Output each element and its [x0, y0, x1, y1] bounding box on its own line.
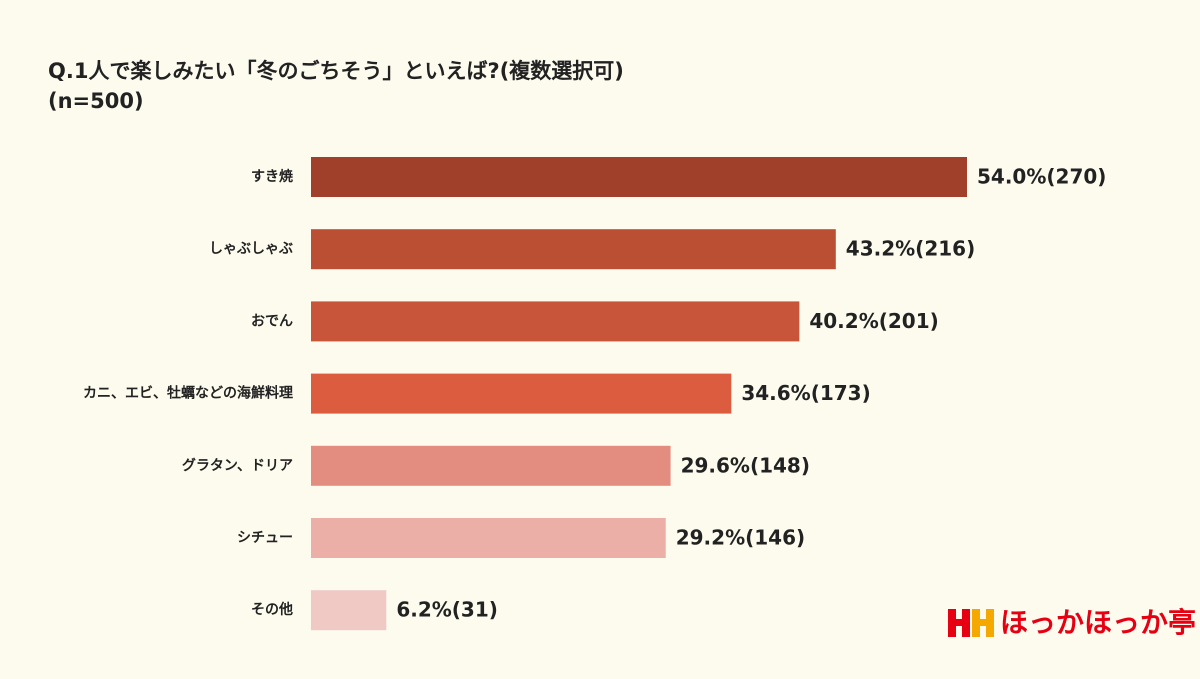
category-label: すき焼: [251, 168, 293, 185]
bar: [311, 229, 836, 270]
bar: [311, 373, 732, 414]
category-label: おでん: [251, 313, 293, 329]
logo-text: ほっかほっか亭: [1000, 606, 1196, 639]
bar: [311, 301, 800, 342]
category-label: シチュー: [237, 530, 293, 546]
category-label: カニ、エビ、牡蠣などの海鮮料理: [83, 385, 293, 402]
category-label: グラタン、ドリア: [182, 457, 293, 474]
logo-icon: [948, 609, 994, 637]
category-label: しゃぶしゃぶ: [209, 241, 293, 257]
value-label: 29.6%(148): [681, 453, 810, 477]
bar: [311, 445, 671, 486]
value-label: 43.2%(216): [846, 237, 975, 261]
value-label: 29.2%(146): [676, 526, 805, 550]
chart-title: Q.1人で楽しみたい「冬のごちそう」といえば?(複数選択可): [48, 59, 624, 83]
category-label: その他: [251, 601, 293, 618]
bar: [311, 590, 387, 631]
chart-subtitle: (n=500): [48, 89, 144, 113]
value-label: 6.2%(31): [396, 598, 498, 622]
value-label: 40.2%(201): [809, 309, 938, 333]
bar: [311, 157, 967, 197]
value-label: 34.6%(173): [741, 381, 870, 405]
value-label: 54.0%(270): [977, 165, 1106, 189]
bar: [311, 518, 666, 558]
